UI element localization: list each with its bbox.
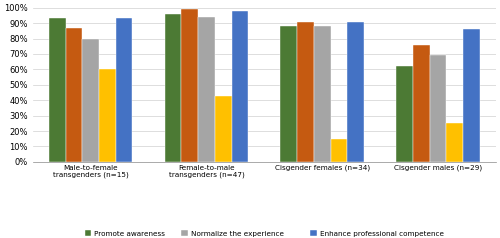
Bar bbox=[280, 26, 297, 162]
Bar bbox=[430, 55, 446, 162]
Bar bbox=[164, 14, 182, 162]
Bar bbox=[330, 139, 347, 162]
Bar bbox=[348, 22, 364, 162]
Bar bbox=[446, 123, 463, 162]
Bar bbox=[182, 9, 198, 162]
Bar bbox=[49, 19, 66, 162]
Bar bbox=[66, 28, 82, 162]
Bar bbox=[116, 19, 132, 162]
Bar bbox=[82, 39, 99, 162]
Legend: Promote awareness, Encourage expression, Normalize the experience, Consider medi: Promote awareness, Encourage expression,… bbox=[85, 230, 444, 238]
Bar bbox=[463, 29, 480, 162]
Bar bbox=[198, 17, 215, 162]
Bar bbox=[215, 95, 232, 162]
Bar bbox=[314, 26, 330, 162]
Bar bbox=[99, 69, 116, 162]
Bar bbox=[232, 11, 248, 162]
Bar bbox=[396, 66, 413, 162]
Bar bbox=[297, 22, 314, 162]
Bar bbox=[413, 45, 430, 162]
